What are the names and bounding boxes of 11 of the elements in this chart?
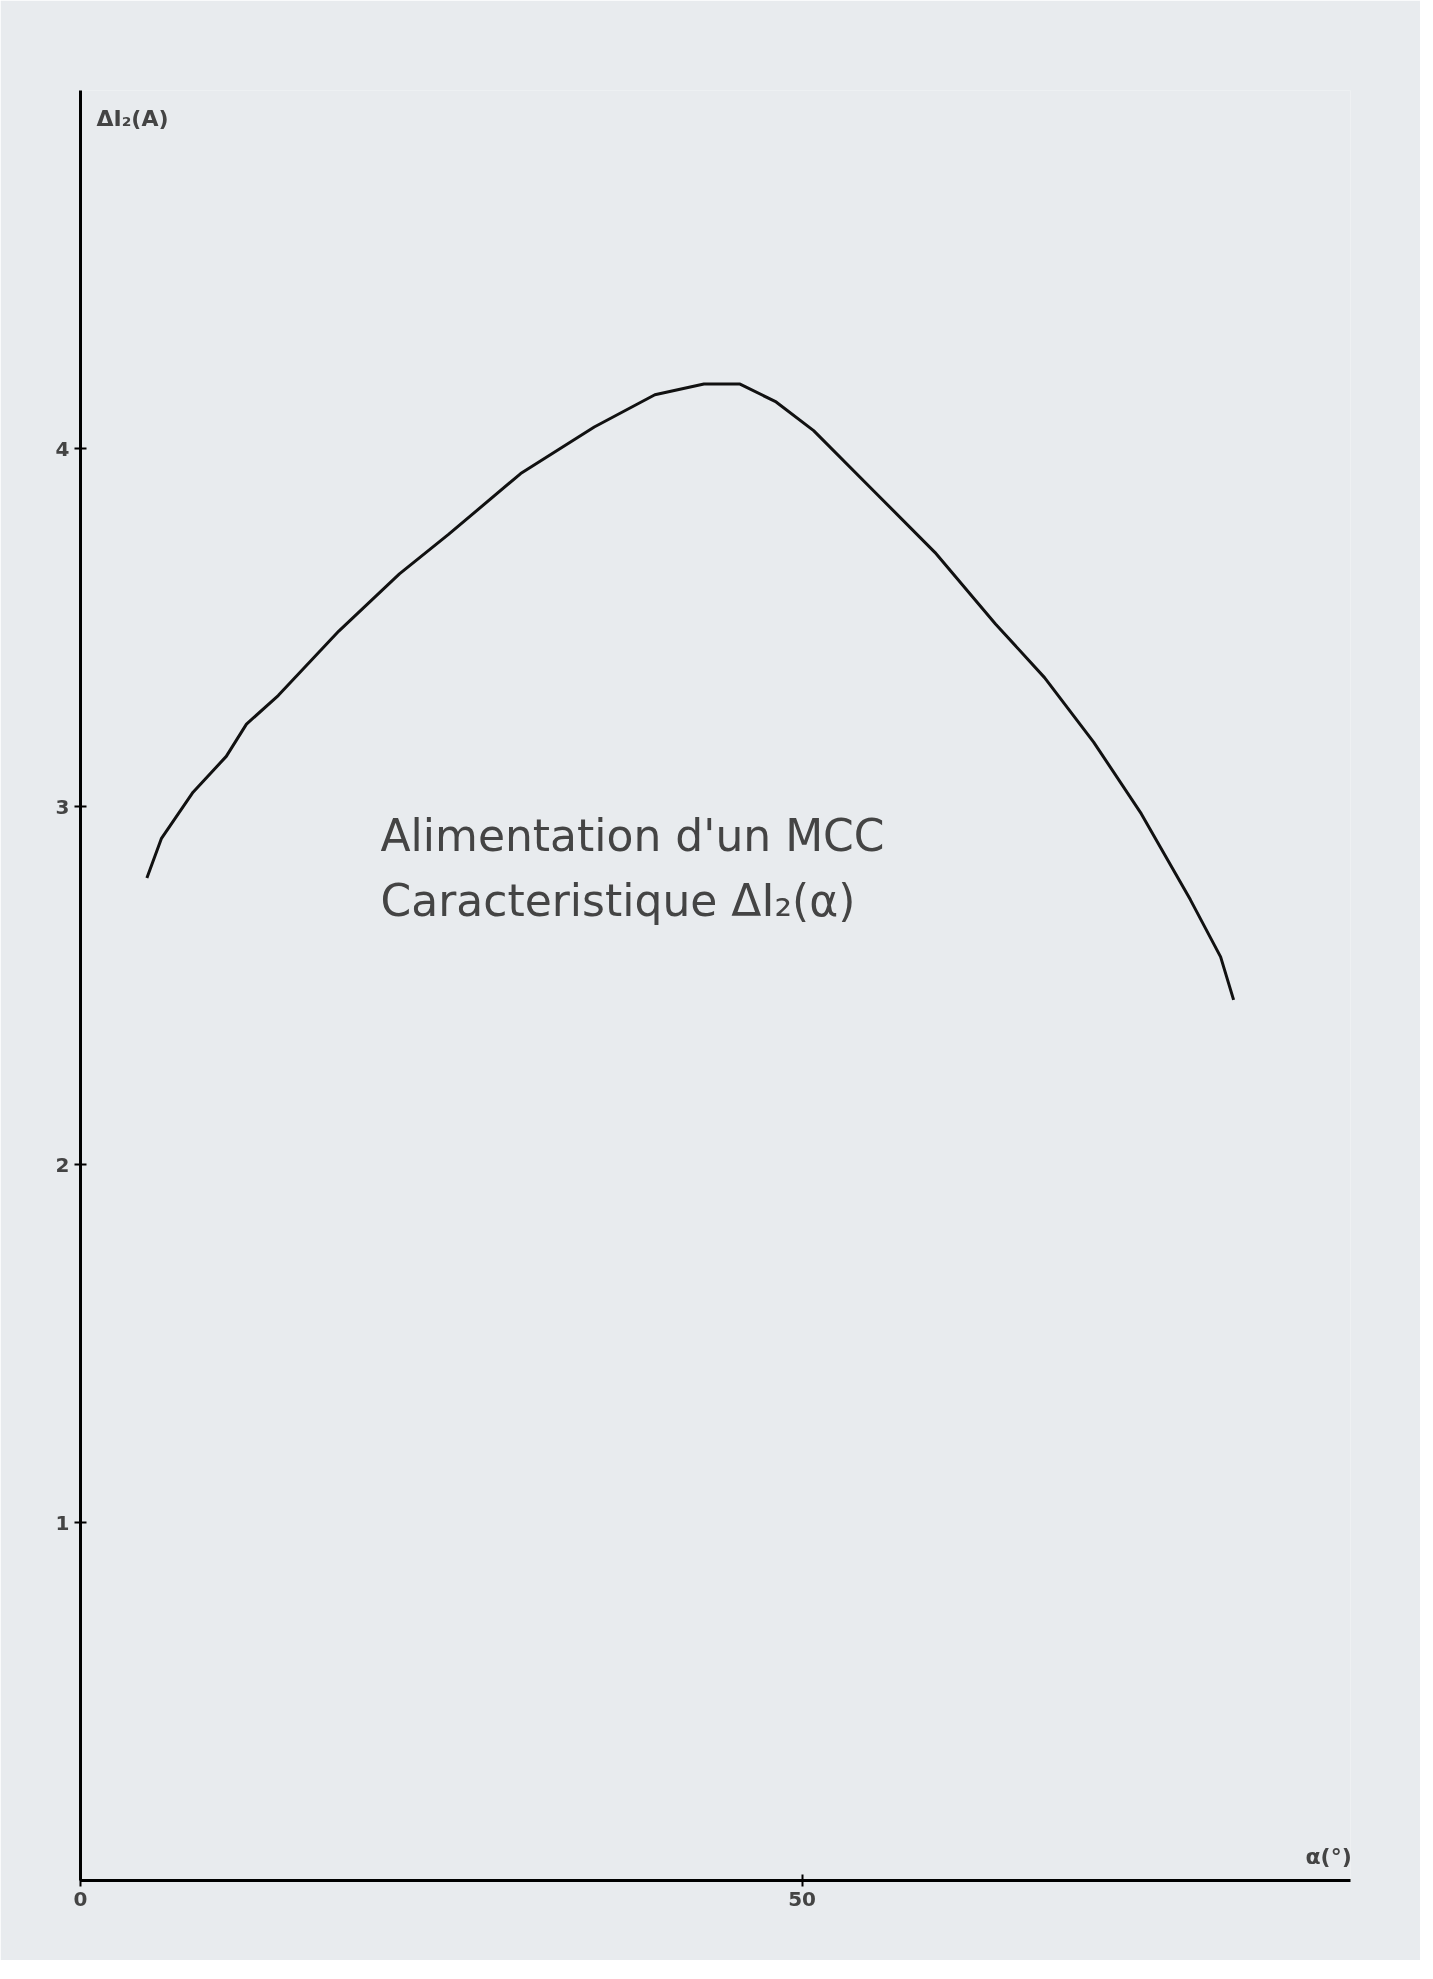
y-tick-label: 1: [55, 1510, 70, 1535]
y-tick-label: 4: [55, 436, 70, 461]
y-tick-label: 3: [55, 794, 70, 819]
y-tick-label: 2: [55, 1152, 70, 1177]
y-axis-title: ΔI₂(A): [96, 105, 169, 131]
line-series: [145, 382, 1236, 1002]
x-tick-label: 0: [73, 1886, 88, 1911]
x-tick-label: 50: [788, 1886, 817, 1911]
annotation: Alimentation d'un MCC: [380, 809, 885, 861]
annotation: Caracteristique ΔI₂(α): [380, 874, 856, 926]
x-axis-title: α(°): [1305, 1843, 1352, 1869]
